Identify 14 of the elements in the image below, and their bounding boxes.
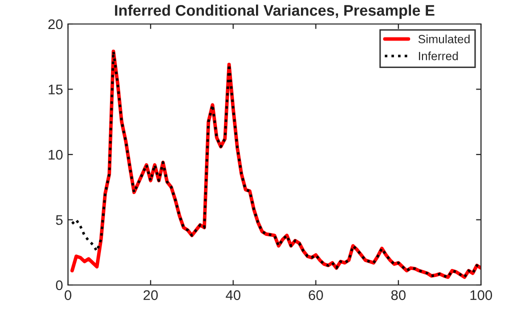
legend-label: Simulated	[418, 34, 470, 44]
y-tick-label: 20	[48, 19, 63, 30]
x-tick-label: 100	[470, 290, 492, 300]
x-tick-label: 60	[308, 290, 323, 300]
x-tick-label: 80	[391, 290, 406, 300]
x-tick-label: 0	[64, 290, 72, 300]
y-tick-label: 5	[56, 215, 63, 225]
x-tick-label: 40	[226, 290, 240, 300]
chart-title: Inferred Conditional Variances, Presample E	[115, 4, 434, 19]
y-tick-label: 10	[48, 150, 63, 160]
y-tick-label: 0	[56, 280, 63, 290]
y-tick-label: 15	[48, 84, 63, 94]
legend-label: Inferred	[418, 52, 458, 60]
x-tick-label: 20	[144, 290, 158, 300]
